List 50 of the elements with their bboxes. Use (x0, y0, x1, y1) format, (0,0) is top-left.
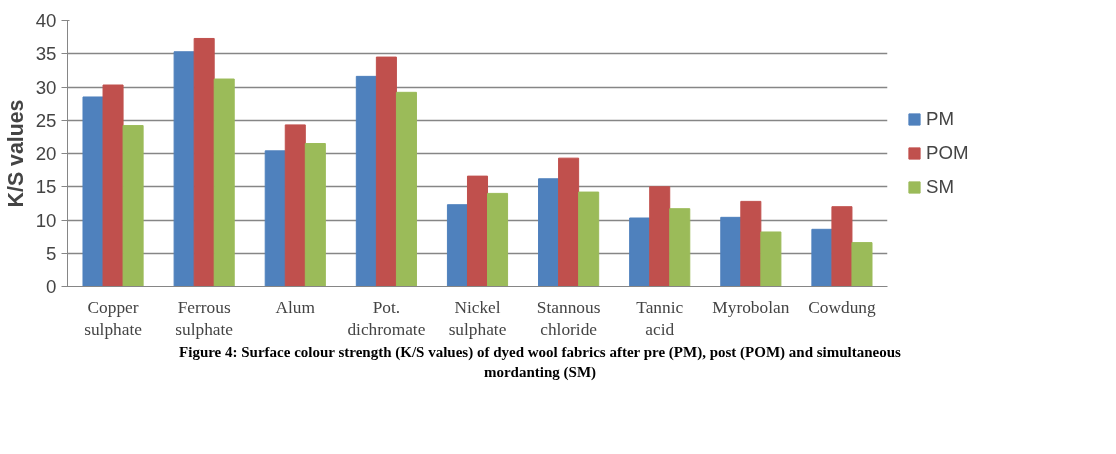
x-tick-label: Alum (275, 297, 316, 317)
bar (811, 228, 833, 287)
y-axis-title: K/S values (3, 99, 28, 208)
bar (740, 200, 762, 287)
bar (193, 37, 215, 287)
legend-label: PM (926, 108, 954, 130)
text: Figure 4: Surface colour strength (K/S values) of dyed wool fabrics after pre (PM), post (POM) and simultaneous mordanting (SM) (178, 343, 902, 383)
bar (355, 75, 377, 287)
y-tick-label: 35 (35, 43, 57, 65)
bar (102, 84, 124, 287)
y-tick-label: 0 (46, 276, 57, 297)
bar (649, 186, 671, 287)
bar (82, 96, 104, 287)
bar (558, 157, 580, 287)
y-tick-label: 5 (46, 242, 57, 264)
bar (264, 150, 286, 287)
bar (487, 192, 509, 287)
bar (851, 242, 873, 287)
bar (213, 78, 235, 287)
bar (284, 124, 306, 287)
x-tick-label: Copper sulphate (84, 297, 143, 340)
bar (578, 191, 600, 287)
bar (446, 204, 468, 287)
x-tick-label: Myrobolan (712, 297, 790, 317)
bar (173, 51, 195, 287)
bar (304, 143, 326, 287)
legend-label: POM (926, 142, 969, 164)
x-tick-label: Tannic acid (636, 297, 684, 340)
bar (720, 216, 742, 287)
bar (395, 91, 417, 287)
x-tick-label: Ferrous sulphate (175, 297, 234, 340)
y-tick-label: 30 (35, 76, 57, 98)
x-tick-label: Cowdung (808, 297, 876, 317)
y-tick-label: 15 (35, 176, 57, 198)
y-tick-label: 20 (35, 143, 57, 164)
bar (375, 56, 397, 287)
bar (629, 217, 651, 287)
legend-label: SM (926, 176, 954, 198)
y-tick-label: 40 (35, 10, 57, 31)
bar (538, 178, 560, 287)
bar (831, 206, 853, 287)
bar (760, 231, 782, 287)
bar (669, 208, 691, 287)
bar (466, 175, 489, 287)
y-tick-label: 25 (35, 109, 57, 131)
x-tick-label: Nickel sulphate (448, 297, 507, 340)
y-tick-label: 10 (35, 209, 57, 231)
x-tick-label: Pot. dichromate (347, 297, 426, 340)
x-tick-label: Stannous chloride (536, 297, 601, 340)
bar (122, 125, 144, 287)
